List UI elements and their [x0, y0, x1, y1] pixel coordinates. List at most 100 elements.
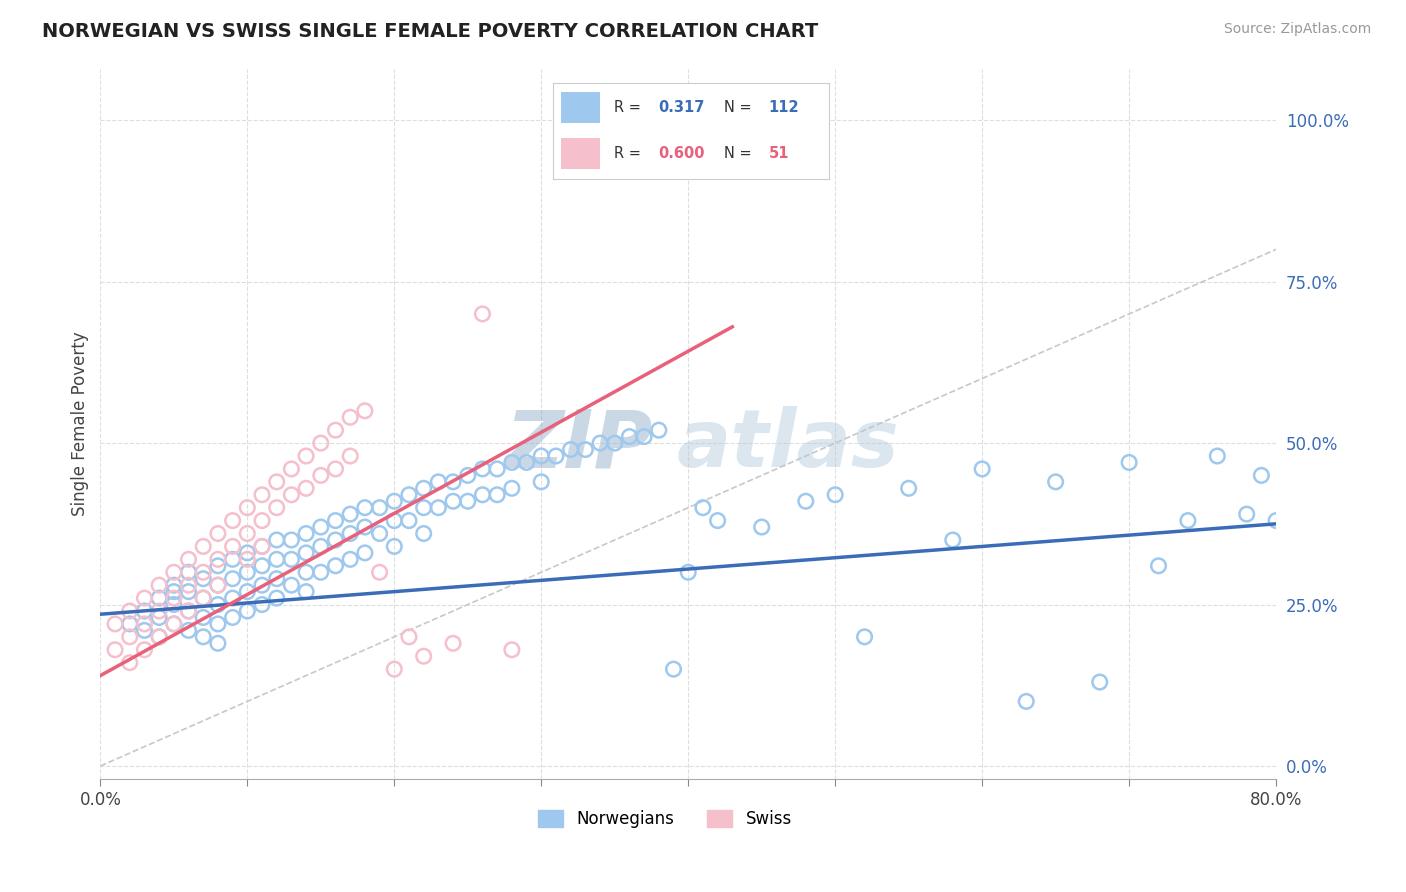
- Point: [118, 656, 141, 670]
- Point: [706, 514, 728, 528]
- Point: [501, 455, 523, 469]
- Point: [382, 662, 405, 676]
- Point: [266, 572, 288, 586]
- Point: [250, 578, 273, 592]
- Point: [339, 449, 361, 463]
- Text: Source: ZipAtlas.com: Source: ZipAtlas.com: [1223, 22, 1371, 37]
- Point: [412, 481, 434, 495]
- Point: [1147, 558, 1170, 573]
- Point: [662, 662, 685, 676]
- Point: [266, 533, 288, 547]
- Point: [544, 449, 567, 463]
- Point: [221, 514, 243, 528]
- Point: [633, 430, 655, 444]
- Text: NORWEGIAN VS SWISS SINGLE FEMALE POVERTY CORRELATION CHART: NORWEGIAN VS SWISS SINGLE FEMALE POVERTY…: [42, 22, 818, 41]
- Point: [441, 494, 464, 508]
- Point: [309, 468, 332, 483]
- Point: [207, 578, 229, 592]
- Point: [250, 598, 273, 612]
- Point: [104, 616, 127, 631]
- Point: [177, 578, 200, 592]
- Point: [382, 494, 405, 508]
- Point: [148, 610, 170, 624]
- Point: [221, 591, 243, 606]
- Point: [382, 540, 405, 554]
- Point: [486, 462, 509, 476]
- Point: [134, 604, 156, 618]
- Point: [354, 546, 377, 560]
- Point: [163, 566, 186, 580]
- Point: [295, 566, 318, 580]
- Point: [1177, 514, 1199, 528]
- Point: [148, 630, 170, 644]
- Point: [104, 642, 127, 657]
- Point: [163, 578, 186, 592]
- Point: [1015, 694, 1038, 708]
- Point: [207, 552, 229, 566]
- Point: [676, 566, 699, 580]
- Point: [471, 462, 494, 476]
- Point: [163, 616, 186, 631]
- Point: [266, 500, 288, 515]
- Point: [589, 436, 612, 450]
- Point: [193, 566, 215, 580]
- Point: [486, 488, 509, 502]
- Point: [295, 584, 318, 599]
- Point: [250, 514, 273, 528]
- Point: [530, 449, 553, 463]
- Point: [368, 566, 391, 580]
- Text: ZIP: ZIP: [506, 406, 652, 484]
- Point: [250, 488, 273, 502]
- Point: [794, 494, 817, 508]
- Point: [339, 526, 361, 541]
- Point: [412, 500, 434, 515]
- Point: [530, 475, 553, 489]
- Point: [457, 468, 479, 483]
- Point: [325, 462, 347, 476]
- Point: [325, 514, 347, 528]
- Point: [354, 404, 377, 418]
- Point: [603, 436, 626, 450]
- Point: [619, 430, 641, 444]
- Point: [501, 642, 523, 657]
- Point: [339, 410, 361, 425]
- Point: [309, 436, 332, 450]
- Point: [250, 540, 273, 554]
- Point: [560, 442, 582, 457]
- Point: [148, 591, 170, 606]
- Point: [1236, 507, 1258, 521]
- Point: [1250, 468, 1272, 483]
- Text: atlas: atlas: [676, 406, 900, 484]
- Point: [134, 624, 156, 638]
- Point: [163, 616, 186, 631]
- Point: [193, 591, 215, 606]
- Point: [692, 500, 714, 515]
- Point: [368, 500, 391, 515]
- Point: [134, 616, 156, 631]
- Point: [207, 636, 229, 650]
- Point: [221, 610, 243, 624]
- Point: [236, 584, 259, 599]
- Point: [354, 520, 377, 534]
- Point: [412, 649, 434, 664]
- Point: [325, 558, 347, 573]
- Point: [648, 423, 671, 437]
- Point: [1206, 449, 1229, 463]
- Point: [1118, 455, 1140, 469]
- Point: [398, 630, 420, 644]
- Point: [897, 481, 920, 495]
- Point: [280, 533, 302, 547]
- Point: [295, 449, 318, 463]
- Point: [134, 642, 156, 657]
- Point: [309, 520, 332, 534]
- Point: [427, 475, 450, 489]
- Point: [236, 604, 259, 618]
- Point: [1088, 675, 1111, 690]
- Point: [193, 630, 215, 644]
- Point: [441, 636, 464, 650]
- Point: [236, 500, 259, 515]
- Point: [118, 616, 141, 631]
- Y-axis label: Single Female Poverty: Single Female Poverty: [72, 332, 89, 516]
- Point: [339, 552, 361, 566]
- Point: [398, 514, 420, 528]
